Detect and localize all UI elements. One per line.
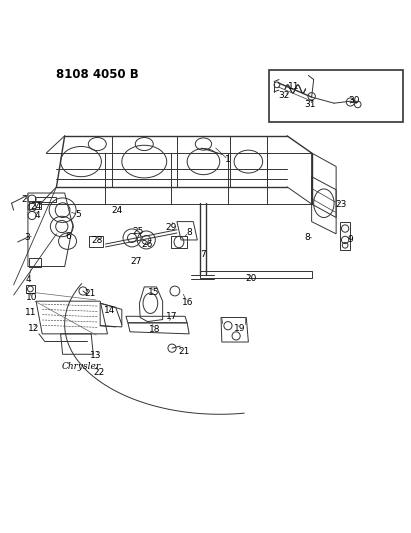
Text: 14: 14 (104, 306, 115, 314)
Text: 21: 21 (85, 288, 96, 297)
Text: 6: 6 (66, 232, 72, 241)
Text: 13: 13 (90, 351, 102, 360)
Text: 28: 28 (92, 236, 103, 245)
Text: 8: 8 (186, 228, 192, 237)
Text: 9: 9 (348, 236, 353, 245)
Text: 21: 21 (178, 346, 189, 356)
Text: 19: 19 (234, 324, 246, 333)
Text: 11: 11 (25, 308, 37, 317)
Text: 16: 16 (182, 297, 193, 306)
Text: Chrysler: Chrysler (61, 361, 101, 370)
Text: 27: 27 (130, 257, 142, 266)
Text: 31: 31 (304, 100, 315, 109)
Text: 10: 10 (26, 294, 38, 302)
Text: 1: 1 (225, 155, 231, 164)
Text: 24: 24 (111, 206, 122, 215)
Text: 32: 32 (279, 91, 290, 100)
Text: 11: 11 (289, 83, 300, 91)
Bar (269, 70, 404, 122)
Text: 4: 4 (25, 276, 31, 285)
Text: 24: 24 (30, 202, 42, 211)
Bar (29, 259, 41, 266)
Text: 26: 26 (142, 239, 153, 248)
Text: 8: 8 (304, 232, 310, 241)
Text: 22: 22 (93, 368, 104, 377)
Text: 3: 3 (24, 232, 30, 241)
Text: 12: 12 (28, 325, 39, 334)
Text: 15: 15 (148, 288, 159, 297)
Text: 29: 29 (165, 223, 176, 232)
Text: 17: 17 (166, 312, 178, 321)
Text: 30: 30 (349, 96, 360, 105)
Text: 25: 25 (132, 227, 144, 236)
Text: 8108 4050 B: 8108 4050 B (56, 68, 139, 81)
Text: 23: 23 (336, 200, 347, 209)
Text: 20: 20 (245, 274, 257, 283)
Text: 5: 5 (75, 210, 81, 219)
Text: 4: 4 (35, 211, 40, 220)
Bar (29, 201, 41, 209)
Bar (26, 285, 35, 293)
Text: 18: 18 (149, 325, 160, 334)
Text: 7: 7 (201, 250, 206, 259)
Text: 2: 2 (21, 196, 27, 205)
